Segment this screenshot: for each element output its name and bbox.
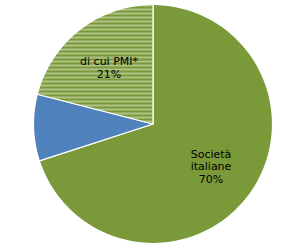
svg-text:di cui PMI*21%: di cui PMI*21% bbox=[80, 55, 138, 81]
svg-text:Societàitaliane70%: Societàitaliane70% bbox=[191, 148, 232, 186]
